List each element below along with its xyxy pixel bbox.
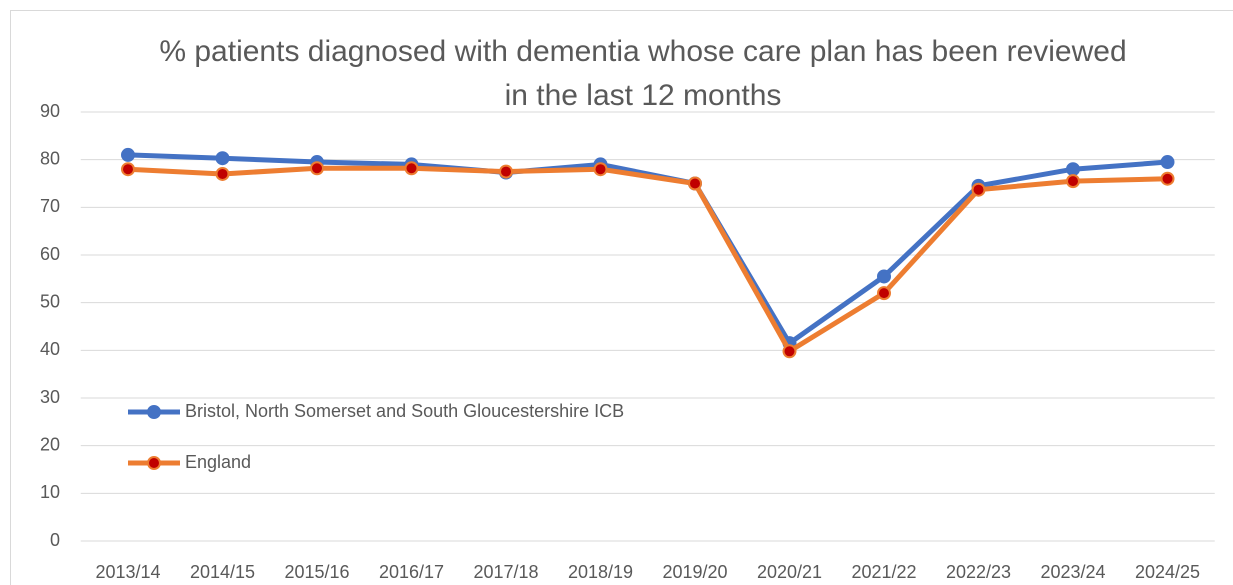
y-tick-label: 30 — [40, 387, 60, 407]
data-point — [215, 151, 230, 166]
y-tick-label: 50 — [40, 291, 60, 311]
series-line — [127, 165, 1168, 354]
x-tick-label: 2015/16 — [284, 562, 349, 582]
y-tick-label: 70 — [40, 196, 60, 216]
data-point — [1160, 155, 1175, 170]
x-tick-label: 2017/18 — [473, 562, 538, 582]
x-tick-label: 2013/14 — [95, 562, 160, 582]
x-tick-label: 2022/23 — [946, 562, 1011, 582]
x-tick-label: 2023/24 — [1040, 562, 1105, 582]
data-point — [121, 162, 135, 177]
data-point — [404, 161, 419, 176]
x-tick-label: 2016/17 — [379, 562, 444, 582]
x-tick-label: 2024/25 — [1135, 562, 1200, 582]
legend-marker — [147, 405, 161, 419]
data-point — [499, 164, 513, 179]
x-tick-label: 2019/20 — [662, 562, 727, 582]
data-point — [1160, 171, 1175, 186]
data-point — [971, 182, 986, 197]
data-point — [310, 161, 324, 176]
y-tick-label: 0 — [50, 530, 60, 550]
x-tick-label: 2014/15 — [190, 562, 255, 582]
y-tick-label: 60 — [40, 244, 60, 264]
x-tick-label: 2020/21 — [757, 562, 822, 582]
y-tick-label: 90 — [40, 101, 60, 121]
x-tick-label: 2021/22 — [851, 562, 916, 582]
data-point — [1066, 174, 1080, 189]
data-point — [877, 269, 891, 284]
data-point — [877, 286, 891, 301]
y-tick-label: 40 — [40, 339, 60, 359]
chart-title: % patients diagnosed with dementia whose… — [159, 35, 1127, 112]
y-tick-label: 80 — [40, 148, 60, 168]
data-point — [215, 166, 230, 181]
x-tick-label: 2018/19 — [568, 562, 633, 582]
legend-label: Bristol, North Somerset and South Glouce… — [185, 401, 624, 421]
chart-frame — [10, 10, 1233, 585]
y-tick-label: 20 — [40, 434, 60, 454]
data-point — [688, 176, 702, 191]
data-point — [782, 344, 797, 359]
y-tick-label: 10 — [40, 482, 60, 502]
data-point — [593, 162, 608, 177]
series-line — [127, 152, 1168, 346]
legend-label: England — [185, 452, 251, 472]
data-point — [1066, 162, 1080, 177]
data-point — [121, 147, 135, 162]
legend-marker — [147, 456, 161, 470]
